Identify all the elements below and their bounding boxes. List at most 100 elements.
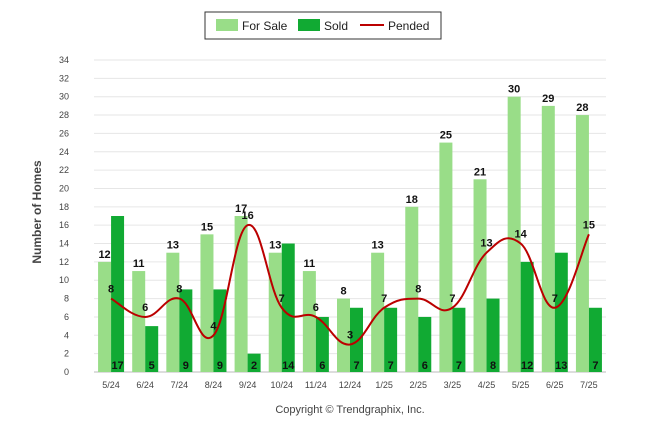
data-label-for-sale: 30 bbox=[508, 84, 520, 96]
data-label-for-sale: 11 bbox=[304, 258, 316, 270]
data-label-for-sale: 18 bbox=[406, 194, 418, 206]
data-label-pended: 7 bbox=[449, 293, 455, 305]
y-tick-label: 26 bbox=[59, 128, 69, 138]
bar-sold bbox=[588, 307, 602, 372]
y-tick-label: 4 bbox=[64, 330, 69, 340]
pended-line bbox=[110, 224, 590, 346]
data-label-sold: 9 bbox=[217, 360, 223, 372]
legend-label-for-sale: For Sale bbox=[242, 19, 288, 33]
data-labels: 12 17 11 5 13 9 15 9 17 2 13 14 11 6 8 7 13 7 18 6 25 7 21 8 30 1… bbox=[98, 84, 598, 372]
y-tick-label: 24 bbox=[59, 147, 69, 157]
bar-for-sale bbox=[337, 298, 350, 372]
data-label-sold: 5 bbox=[149, 360, 155, 372]
x-tick-label: 9/24 bbox=[239, 380, 257, 390]
x-tick-label: 5/25 bbox=[512, 380, 530, 390]
data-label-pended: 7 bbox=[279, 293, 285, 305]
data-label-sold: 13 bbox=[555, 360, 567, 372]
bar-for-sale bbox=[507, 96, 521, 373]
bar-sold bbox=[384, 307, 398, 372]
data-label-pended: 13 bbox=[480, 238, 492, 250]
x-tick-label: 4/25 bbox=[478, 380, 496, 390]
y-tick-label: 30 bbox=[59, 92, 69, 102]
y-tick-label: 18 bbox=[59, 202, 69, 212]
bar-for-sale bbox=[541, 105, 555, 372]
bar-for-sale bbox=[98, 261, 112, 372]
data-label-sold: 7 bbox=[353, 360, 359, 372]
y-tick-label: 2 bbox=[64, 349, 69, 359]
bar-for-sale bbox=[302, 271, 316, 372]
data-label-pended: 4 bbox=[210, 320, 217, 332]
data-label-for-sale: 13 bbox=[269, 240, 281, 252]
data-label-pended: 6 bbox=[313, 302, 319, 314]
bar-for-sale bbox=[473, 179, 487, 372]
x-tick-label: 11/24 bbox=[305, 380, 327, 390]
x-tick-label: 8/24 bbox=[205, 380, 223, 390]
x-tick-label: 10/24 bbox=[270, 380, 293, 390]
legend: For Sale Sold Pended bbox=[204, 11, 442, 40]
bar-for-sale bbox=[200, 234, 214, 372]
bar-sold bbox=[520, 261, 534, 372]
bar-sold bbox=[418, 316, 432, 372]
y-tick-label: 34 bbox=[59, 55, 69, 65]
bar-sold bbox=[145, 326, 159, 372]
data-label-pended: 8 bbox=[415, 284, 421, 296]
bar-for-sale bbox=[439, 142, 453, 372]
data-label-sold: 17 bbox=[111, 360, 123, 372]
y-tick-label: 8 bbox=[64, 294, 69, 304]
y-tick-label: 14 bbox=[59, 239, 69, 249]
bar-sold bbox=[111, 216, 125, 372]
y-tick-label: 0 bbox=[64, 367, 69, 377]
y-tick-label: 20 bbox=[59, 183, 69, 193]
data-label-sold: 2 bbox=[251, 360, 257, 372]
data-label-for-sale: 13 bbox=[372, 240, 384, 252]
data-label-sold: 7 bbox=[388, 360, 394, 372]
data-label-for-sale: 17 bbox=[235, 203, 247, 215]
data-label-sold: 7 bbox=[456, 360, 462, 372]
data-label-for-sale: 21 bbox=[474, 166, 486, 178]
x-tick-label: 6/24 bbox=[136, 380, 154, 390]
y-tick-label: 16 bbox=[59, 220, 69, 230]
data-label-pended: 3 bbox=[347, 329, 353, 341]
legend-label-sold: Sold bbox=[324, 19, 348, 33]
bar-for-sale bbox=[166, 252, 180, 372]
y-tick-label: 32 bbox=[59, 73, 69, 83]
x-tick-label: 6/25 bbox=[546, 380, 564, 390]
y-tick-label: 10 bbox=[59, 275, 69, 285]
copyright: Copyright © Trendgraphix, Inc. bbox=[275, 404, 424, 416]
bar-sold bbox=[247, 353, 261, 372]
bar-for-sale bbox=[405, 206, 419, 372]
data-label-sold: 9 bbox=[183, 360, 189, 372]
x-tick-label: 1/25 bbox=[375, 380, 393, 390]
data-label-sold: 7 bbox=[592, 360, 598, 372]
data-label-pended: 8 bbox=[176, 284, 182, 296]
bar-for-sale bbox=[132, 271, 146, 372]
data-label-sold: 14 bbox=[282, 360, 295, 372]
bar-sold bbox=[281, 243, 295, 372]
data-label-for-sale: 25 bbox=[440, 130, 452, 142]
data-label-for-sale: 12 bbox=[98, 249, 110, 261]
data-label-pended: 14 bbox=[515, 229, 528, 241]
y-tick-label: 22 bbox=[59, 165, 69, 175]
x-tick-label: 5/24 bbox=[102, 380, 120, 390]
bar-for-sale bbox=[575, 115, 589, 372]
data-label-for-sale: 11 bbox=[133, 258, 145, 270]
y-tick-label: 6 bbox=[64, 312, 69, 322]
bar-sold bbox=[350, 307, 363, 372]
data-label-for-sale: 13 bbox=[167, 240, 179, 252]
pended-line-layer bbox=[110, 224, 590, 346]
data-label-sold: 8 bbox=[490, 360, 496, 372]
x-tick-label: 3/25 bbox=[444, 380, 462, 390]
bar-sold bbox=[486, 298, 500, 372]
x-tick-label: 2/25 bbox=[410, 380, 428, 390]
x-axis-ticks: 5/24 6/24 7/24 8/24 9/24 10/24 11/24 12/24 1/25 2… bbox=[102, 380, 597, 390]
y-tick-label: 28 bbox=[59, 110, 69, 120]
legend-swatch-for-sale bbox=[216, 19, 238, 31]
data-label-pended: 15 bbox=[583, 219, 595, 231]
data-label-pended: 6 bbox=[142, 302, 148, 314]
data-label-for-sale: 15 bbox=[201, 221, 213, 233]
data-label-for-sale: 8 bbox=[340, 286, 346, 298]
bar-for-sale bbox=[234, 216, 248, 372]
y-axis-label: Number of Homes bbox=[30, 160, 44, 264]
